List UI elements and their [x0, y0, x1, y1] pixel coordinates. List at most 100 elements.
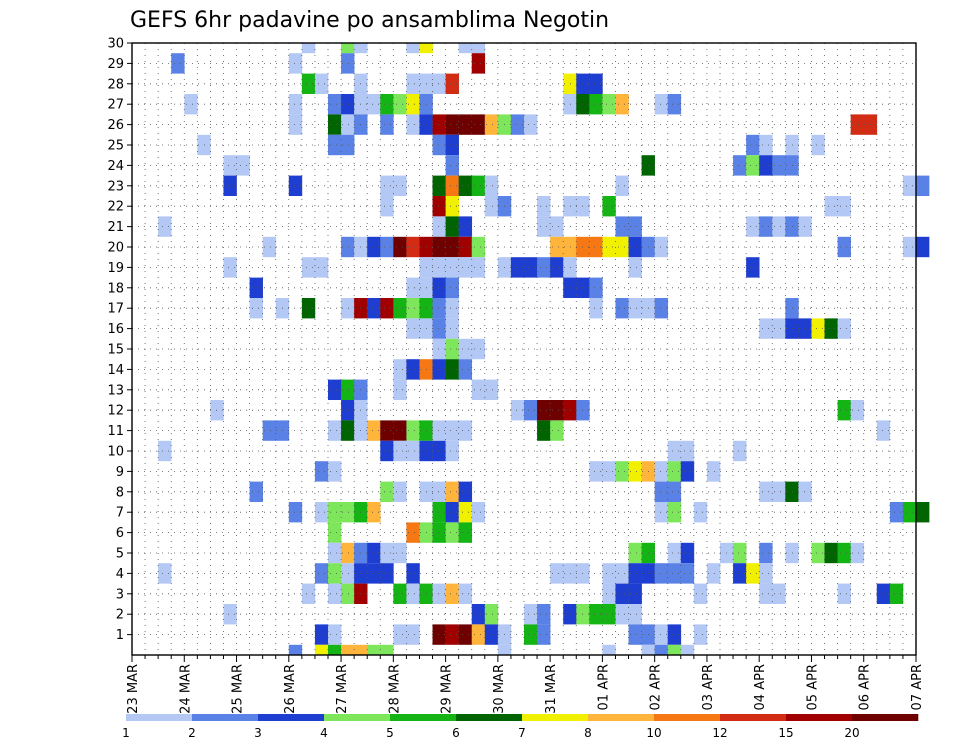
heatmap-cell	[458, 257, 473, 278]
heatmap-cell	[328, 420, 342, 441]
heatmap-cell	[406, 43, 420, 54]
legend-label: 4	[320, 726, 328, 740]
legend-label: 8	[584, 726, 592, 740]
heatmap-cell	[654, 481, 669, 502]
heatmap-cell	[341, 583, 355, 604]
heatmap-cell	[510, 400, 525, 421]
heatmap-cell	[759, 542, 773, 564]
heatmap-cell	[393, 583, 407, 604]
y-tick-label: 16	[107, 322, 124, 337]
heatmap-cell	[824, 318, 838, 339]
heatmap-cell	[445, 338, 459, 360]
heatmap-cell	[314, 461, 329, 482]
heatmap-cell	[367, 94, 381, 115]
heatmap-cell	[445, 216, 459, 237]
heatmap-cell	[432, 277, 446, 298]
legend-label: 12	[712, 726, 727, 740]
legend-swatch	[654, 714, 721, 721]
y-tick-label: 19	[107, 261, 124, 276]
heatmap-cell	[484, 379, 499, 400]
heatmap-cell	[484, 604, 499, 625]
heatmap-cell	[406, 563, 420, 584]
heatmap-cell	[432, 114, 446, 135]
legend-swatch	[390, 714, 457, 721]
heatmap-cell	[667, 461, 682, 482]
heatmap-cell	[471, 379, 486, 400]
heatmap-cell	[301, 257, 316, 278]
heatmap-cell	[837, 236, 851, 258]
heatmap-cell	[393, 624, 407, 645]
heatmap-cell	[432, 338, 446, 360]
heatmap-cell	[563, 400, 577, 421]
heatmap-cell	[236, 155, 250, 176]
heatmap-cell	[210, 400, 224, 421]
heatmap-cell	[445, 624, 459, 645]
heatmap-cell	[393, 440, 407, 462]
heatmap-cell	[759, 318, 773, 339]
heatmap-cell	[563, 196, 577, 217]
heatmap-cell	[471, 624, 486, 645]
heatmap-cell	[759, 134, 773, 156]
heatmap-cell	[772, 155, 786, 176]
heatmap-cell	[328, 542, 342, 564]
heatmap-cell	[445, 277, 459, 298]
heatmap-cell	[406, 277, 420, 298]
heatmap-cell	[510, 114, 525, 135]
heatmap-cell	[824, 196, 838, 217]
heatmap-cell	[654, 563, 669, 584]
heatmap-cell	[471, 502, 486, 523]
heatmap-cell	[458, 481, 473, 502]
heatmap-cell	[550, 236, 564, 258]
heatmap-cell	[445, 318, 459, 339]
heatmap-cell	[406, 114, 420, 135]
heatmap-cell	[471, 604, 486, 625]
heatmap-cell	[262, 420, 277, 441]
heatmap-cell	[615, 94, 629, 115]
heatmap-cell	[524, 257, 538, 278]
heatmap-cell	[824, 542, 838, 564]
y-tick-label: 29	[107, 57, 124, 72]
heatmap-cell	[432, 583, 446, 604]
heatmap-cell	[563, 73, 577, 94]
heatmap-cell	[537, 624, 551, 645]
heatmap-cell	[380, 542, 394, 564]
heatmap-cell	[301, 73, 316, 94]
legend-label: 10	[646, 726, 661, 740]
heatmap-cell	[602, 644, 616, 655]
heatmap-cell	[902, 236, 917, 258]
heatmap-cell	[445, 257, 459, 278]
heatmap-cell	[550, 216, 564, 237]
x-axis: 23 MAR 24 MAR 25 MAR 26 MAR 27 MAR 28 MAR 29 M…	[126, 655, 925, 714]
heatmap-cell	[837, 318, 851, 339]
x-tick-label: 03 APR	[701, 664, 716, 710]
heatmap-cell	[380, 644, 394, 655]
heatmap-cell	[223, 257, 237, 278]
heatmap-cell	[837, 196, 851, 217]
heatmap-cell	[445, 155, 459, 176]
heatmap-cell	[772, 583, 786, 604]
heatmap-cell	[314, 257, 329, 278]
heatmap-cell	[615, 461, 629, 482]
heatmap-cell	[524, 114, 538, 135]
heatmap-cell	[445, 298, 459, 319]
heatmap-cell	[550, 400, 564, 421]
legend-label: 20	[844, 726, 859, 740]
legend-label: 7	[518, 726, 526, 740]
heatmap-cell	[667, 624, 682, 645]
heatmap-cell	[484, 175, 499, 196]
heatmap-cell	[759, 563, 773, 584]
heatmap-cell	[328, 114, 342, 135]
heatmap-cell	[654, 94, 669, 115]
heatmap-cell	[471, 53, 486, 74]
heatmap-cell	[537, 257, 551, 278]
chart-title: GEFS 6hr padavine po ansamblima Negotin	[130, 8, 609, 33]
heatmap-cell	[628, 257, 642, 278]
heatmap-cell	[484, 196, 499, 217]
heatmap-cell	[811, 542, 825, 564]
heatmap-cell	[328, 502, 342, 523]
heatmap-cell	[458, 522, 473, 543]
heatmap-cell	[602, 461, 616, 482]
heatmap-cell	[406, 298, 420, 319]
heatmap-cell	[432, 216, 446, 237]
heatmap-cell	[550, 420, 564, 441]
